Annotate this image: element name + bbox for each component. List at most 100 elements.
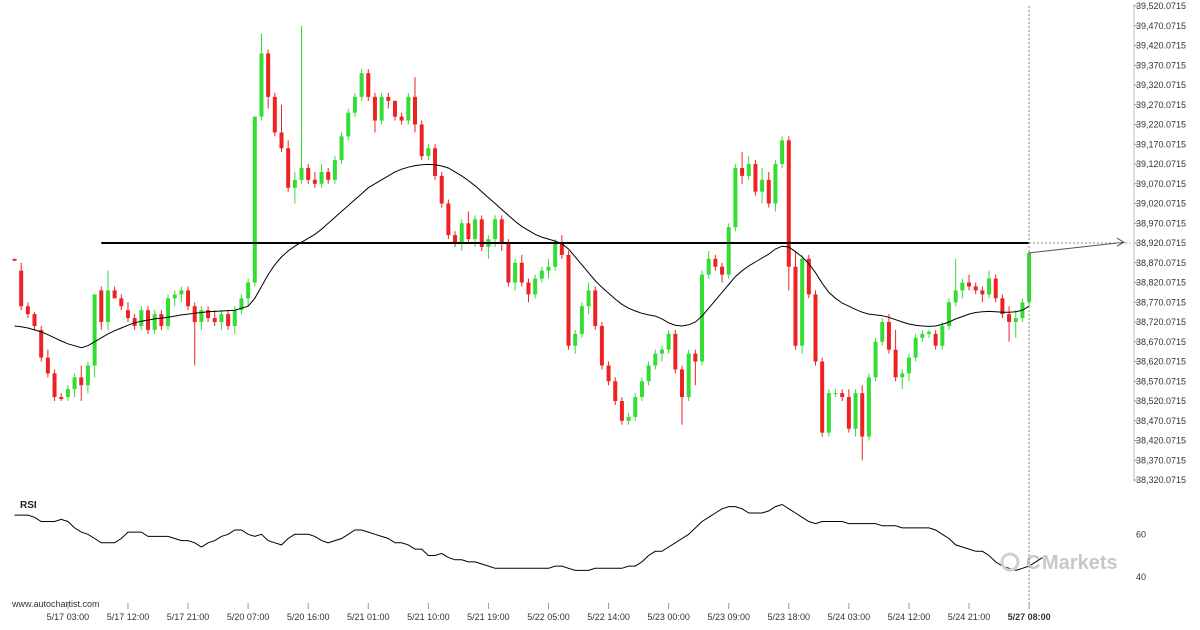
candle-body [553,243,558,267]
candle-body [613,381,618,402]
candle-body [105,290,110,323]
candle-body [406,96,411,121]
candle-body [45,357,50,374]
price-tick-label: 38,520.0715 [1136,396,1186,406]
price-tick-label: 39,220.0715 [1136,120,1186,130]
candle-body [252,116,257,283]
time-tick-label: 5/23 00:00 [647,612,690,622]
candle-body [166,298,171,326]
candle-body [526,282,531,295]
time-tick-label: 5/22 05:00 [527,612,570,622]
forecast-arrow-line [1029,241,1125,254]
candle-body [913,337,918,358]
candle-body [519,262,524,283]
candle-body [753,164,758,192]
candle-body [312,179,317,184]
candle-body [653,353,658,366]
price-tick-label: 38,470.0715 [1136,416,1186,426]
candle-body [473,219,478,240]
candle-body [740,167,745,176]
candle-body [920,333,925,338]
candle-body [52,373,57,398]
candle-body [566,254,571,346]
time-tick-label: 5/23 09:00 [707,612,750,622]
candle-body [32,314,37,326]
candle-body [873,341,878,378]
price-tick-label: 38,870.0715 [1136,258,1186,268]
candle-body [206,310,211,319]
candle-body [860,393,865,437]
candle-body [880,322,885,342]
candle-body [112,290,117,299]
candle-body [466,223,471,240]
price-tick-label: 38,420.0715 [1136,436,1186,446]
candle-body [967,282,972,287]
candle-body [279,132,284,149]
price-tick-label: 39,070.0715 [1136,179,1186,189]
price-tick-label: 39,020.0715 [1136,199,1186,209]
candle-body [793,266,798,346]
candle-body [826,393,831,433]
price-tick-label: 39,420.0715 [1136,41,1186,51]
candle-body [39,329,44,358]
candle-body [900,373,905,378]
time-tick-label: 5/21 01:00 [347,612,390,622]
candle-body [886,322,891,350]
candle-body [559,243,564,255]
candle-body [606,365,611,382]
candle-body [619,401,624,421]
candle-body [539,270,544,279]
price-tick-label: 39,370.0715 [1136,60,1186,70]
source-label: www.autochartist.com [11,599,100,609]
candle-body [286,148,291,188]
candle-body [292,179,297,188]
candle-body [413,96,417,125]
candle-body [593,290,598,326]
candle-body [306,167,311,180]
candle-body [65,389,70,398]
price-tick-label: 38,320.0715 [1136,475,1186,485]
time-tick-label: 5/20 16:00 [287,612,330,622]
candle-body [960,282,965,291]
moving-average-line [14,163,1030,349]
candle-body [733,167,738,228]
price-tick-label: 38,670.0715 [1136,337,1186,347]
time-tick-label: 5/20 07:00 [227,612,270,622]
candle-body [573,333,578,346]
watermark-prefix: C [1026,552,1040,574]
time-tick-label: 5/17 21:00 [167,612,210,622]
candle-body [820,361,825,433]
candle-body [1027,252,1032,303]
candle-body [299,167,304,180]
candle-body [172,294,177,299]
candle-body [680,369,684,398]
price-tick-label: 38,920.0715 [1136,238,1186,248]
candle-body [433,148,438,176]
watermark-text: Markets [1042,552,1118,574]
candle-body [1000,298,1005,315]
time-tick-label: 5/24 03:00 [828,612,871,622]
rsi-line [14,503,1043,571]
candle-body [239,298,244,311]
candle-body [846,397,851,429]
candle-body [272,96,277,133]
candle-body [19,270,24,307]
candle-body [125,310,130,319]
price-tick-label: 38,970.0715 [1136,218,1186,228]
candle-body [706,258,711,275]
price-tick-label: 39,470.0715 [1136,21,1186,31]
candle-body [506,243,511,283]
candle-body [459,223,464,244]
candle-body [326,171,331,180]
candle-body [626,416,631,421]
price-tick-label: 38,820.0715 [1136,278,1186,288]
candle-body [92,294,97,366]
candle-body [987,278,992,295]
candle-body [720,266,725,275]
candle-body [993,278,998,299]
candle-body [319,171,324,184]
watermark: C Markets [1000,552,1118,574]
time-tick-label: 5/23 18:00 [768,612,811,622]
candle-body [179,290,184,295]
price-tick-label: 39,320.0715 [1136,80,1186,90]
